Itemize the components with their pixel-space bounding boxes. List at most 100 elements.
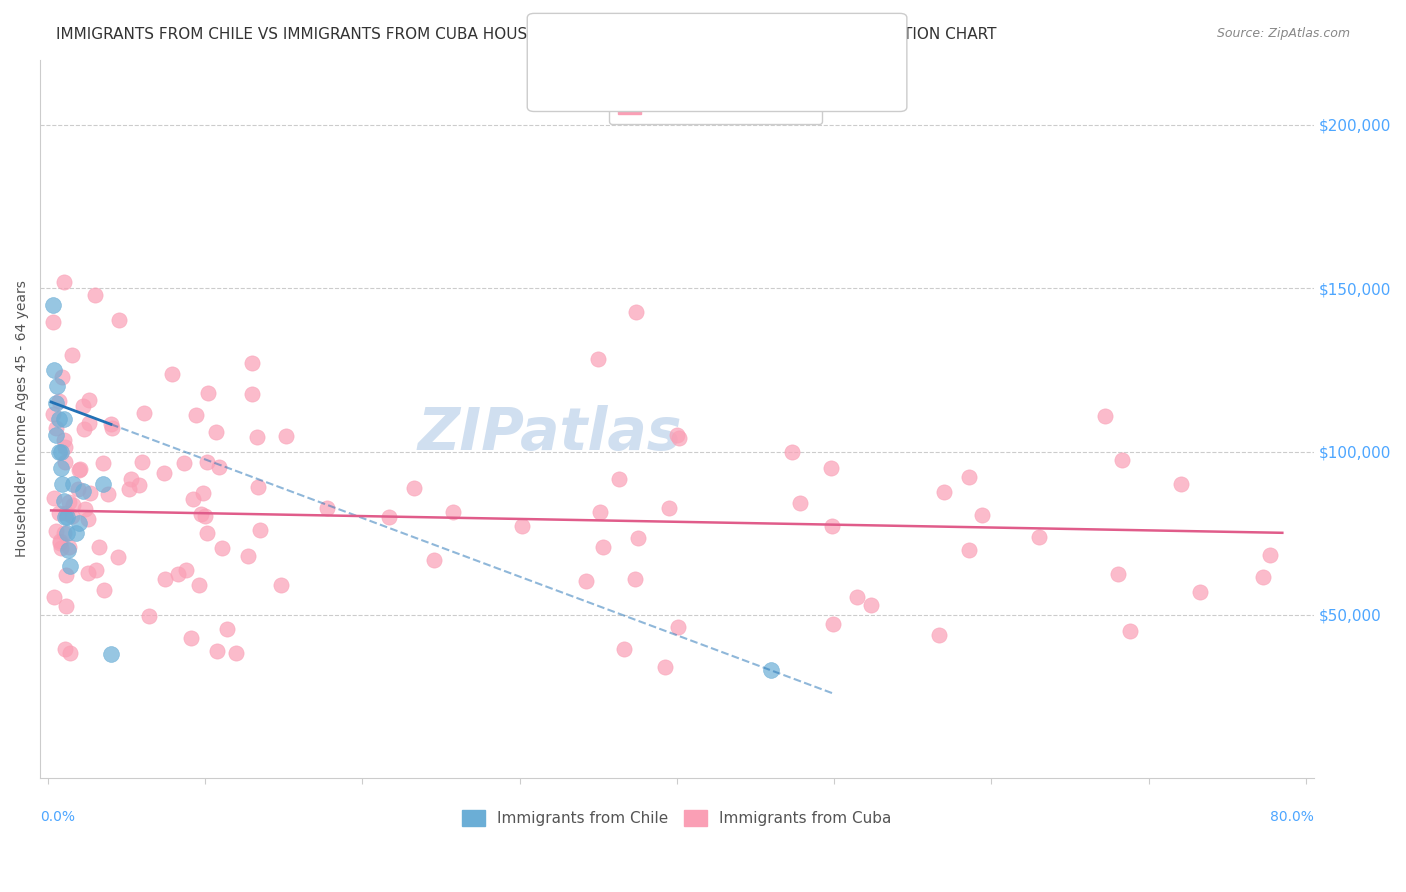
Point xyxy=(160,368,183,382)
Point xyxy=(780,444,803,458)
Point xyxy=(75,501,97,516)
Point xyxy=(72,483,94,498)
Point xyxy=(51,477,73,491)
Point xyxy=(55,506,77,520)
Point xyxy=(658,501,681,516)
Point xyxy=(107,550,129,565)
Point xyxy=(45,395,67,409)
Point xyxy=(55,567,77,582)
Point xyxy=(195,455,218,469)
Point xyxy=(789,496,811,510)
Point xyxy=(586,351,609,366)
Point xyxy=(79,486,101,500)
Point xyxy=(270,577,292,591)
Legend: Immigrants from Chile, Immigrants from Cuba: Immigrants from Chile, Immigrants from C… xyxy=(453,801,901,835)
Point xyxy=(77,393,100,408)
Point xyxy=(67,516,90,531)
Point xyxy=(41,407,63,421)
Point xyxy=(62,477,84,491)
Point xyxy=(654,659,676,673)
Point xyxy=(58,541,80,555)
Point xyxy=(174,563,197,577)
Point xyxy=(52,525,75,540)
Point xyxy=(195,526,218,541)
Point xyxy=(66,482,89,496)
Point xyxy=(53,455,76,469)
Point xyxy=(205,425,228,439)
Point xyxy=(55,441,77,455)
Point xyxy=(69,462,91,476)
Point xyxy=(134,406,156,420)
Point xyxy=(52,493,75,508)
Point xyxy=(188,578,211,592)
Point xyxy=(138,608,160,623)
Point xyxy=(934,485,956,500)
Point xyxy=(120,471,142,485)
Point xyxy=(575,574,598,588)
Point xyxy=(957,469,980,483)
Point xyxy=(56,526,79,541)
Point xyxy=(173,456,195,470)
Text: 0.0%: 0.0% xyxy=(41,810,75,824)
Point xyxy=(238,549,260,563)
Point xyxy=(190,507,212,521)
Point xyxy=(44,590,66,604)
Point xyxy=(153,466,176,480)
Point xyxy=(73,422,96,436)
Point xyxy=(242,356,264,370)
Point xyxy=(59,646,82,660)
Point xyxy=(59,558,82,573)
Point xyxy=(666,620,689,634)
Point xyxy=(247,480,270,494)
Point xyxy=(48,444,70,458)
Point xyxy=(65,526,87,541)
Point xyxy=(77,511,100,525)
Point xyxy=(48,535,70,549)
Text: ZIPatlas: ZIPatlas xyxy=(418,405,682,462)
Point xyxy=(58,495,80,509)
Point xyxy=(377,509,399,524)
Point xyxy=(613,641,636,656)
Point xyxy=(42,491,65,505)
Point xyxy=(623,572,645,586)
Point xyxy=(56,509,79,524)
Point xyxy=(100,647,122,661)
Point xyxy=(821,617,844,632)
Point xyxy=(44,363,66,377)
Point xyxy=(100,417,122,431)
Point xyxy=(1119,624,1142,638)
Point xyxy=(607,473,630,487)
Point xyxy=(249,523,271,537)
Point xyxy=(181,492,204,507)
Point xyxy=(245,429,267,443)
Text: Source: ZipAtlas.com: Source: ZipAtlas.com xyxy=(1216,27,1350,40)
Point xyxy=(167,566,190,581)
Point xyxy=(402,481,425,495)
Point xyxy=(627,532,650,546)
Point xyxy=(77,566,100,581)
Point xyxy=(665,428,688,442)
Point xyxy=(211,541,233,555)
Point xyxy=(118,483,141,497)
Point xyxy=(1189,585,1212,599)
Point xyxy=(48,412,70,426)
Y-axis label: Householder Income Ages 45 - 64 years: Householder Income Ages 45 - 64 years xyxy=(15,280,30,558)
Point xyxy=(48,393,70,408)
Point xyxy=(41,297,63,311)
Point xyxy=(48,506,70,520)
Point xyxy=(153,572,176,586)
Point xyxy=(87,541,110,555)
Point xyxy=(207,643,229,657)
Point xyxy=(422,553,444,567)
Point xyxy=(131,455,153,469)
Point xyxy=(52,275,75,289)
Text: IMMIGRANTS FROM CHILE VS IMMIGRANTS FROM CUBA HOUSEHOLDER INCOME AGES 45 - 64 YE: IMMIGRANTS FROM CHILE VS IMMIGRANTS FROM… xyxy=(56,27,997,42)
Point xyxy=(49,461,72,475)
Point xyxy=(592,540,614,554)
Point xyxy=(46,379,69,393)
Point xyxy=(41,315,63,329)
Point xyxy=(1170,476,1192,491)
Text: 80.0%: 80.0% xyxy=(1270,810,1313,824)
Point xyxy=(77,417,100,431)
Point xyxy=(276,429,298,443)
